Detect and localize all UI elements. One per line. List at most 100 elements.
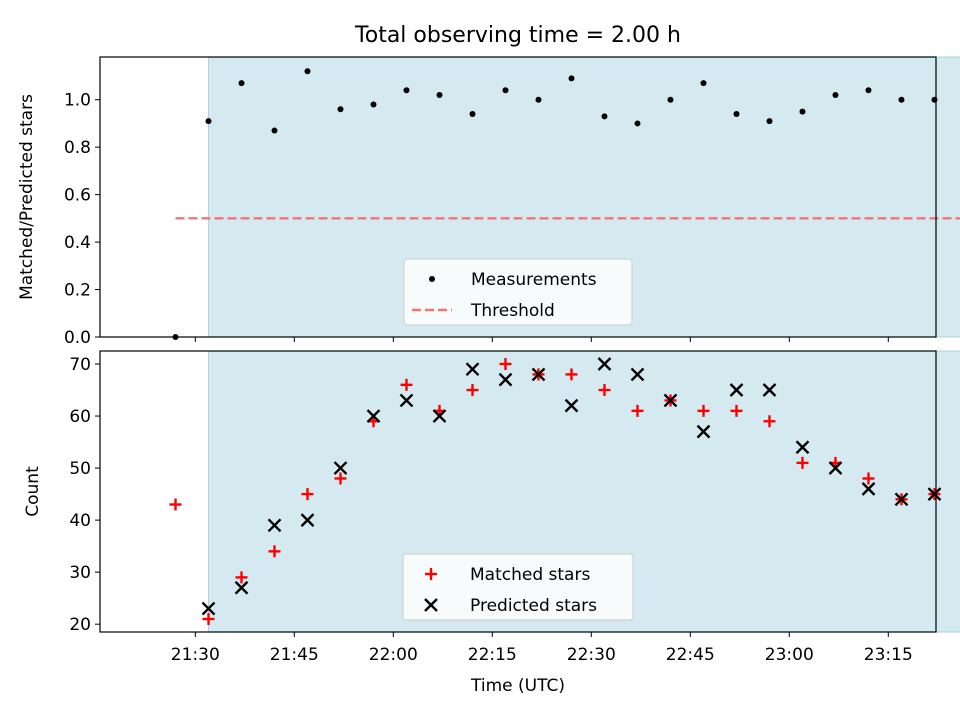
legend-predicted-stars-symbol — [424, 598, 438, 612]
x-tick-label: 22:15 — [468, 645, 517, 665]
matched-stars-point — [169, 498, 182, 511]
predicted-stars-point — [234, 580, 249, 595]
measurements-point — [502, 87, 509, 94]
measurements-point — [799, 108, 806, 115]
predicted-stars-point — [300, 513, 315, 527]
x-tick-label: 22:45 — [666, 645, 715, 665]
measurements-point — [568, 75, 575, 82]
y-tick-label: 1.0 — [64, 91, 91, 111]
y-tick-label: 0.8 — [64, 138, 91, 158]
measurements-point — [865, 87, 872, 94]
count-y-axis-label: Count — [23, 466, 43, 517]
matched-stars-point — [400, 378, 413, 391]
matched-stars-point — [499, 358, 512, 371]
measurements-point — [700, 80, 707, 87]
ratio-panel-frame — [99, 56, 937, 338]
count-panel: 21:30 21:45 22:00 22:15 22:30 22:45 23:00 23:15… — [23, 350, 960, 665]
ratio-panel: 0.0 0.2 0.4 0.6 0.8 1.0 Matched/Predicted sta… — [17, 56, 960, 348]
predicted-stars-point — [531, 367, 546, 382]
predicted-stars-point — [333, 461, 348, 475]
measurements-point — [436, 91, 443, 98]
legend-label: Threshold — [470, 301, 555, 321]
predicted-stars-point — [498, 372, 513, 387]
measurements-point — [634, 120, 641, 127]
measurements-point — [370, 101, 377, 108]
legend-label: Matched stars — [470, 565, 590, 585]
x-tick-label: 23:15 — [864, 645, 913, 665]
matched-stars-point — [202, 612, 215, 625]
ratio-y-axis-label: Matched/Predicted stars — [17, 94, 37, 300]
predicted-stars-point — [432, 409, 447, 423]
matched-stars-point — [730, 404, 743, 417]
predicted-stars-point — [663, 393, 678, 408]
y-tick-label: 20 — [69, 615, 91, 635]
matched-stars-point — [334, 472, 347, 485]
matched-stars-point — [565, 368, 578, 381]
matched-stars-point — [268, 545, 281, 558]
matched-stars-point — [301, 488, 314, 501]
measurements-point — [601, 113, 608, 120]
y-tick-label: 0.4 — [64, 233, 91, 253]
measurements-point — [535, 96, 542, 103]
measurements-point — [403, 87, 410, 94]
predicted-stars-point — [201, 601, 216, 616]
predicted-stars-point — [399, 393, 414, 408]
y-tick-label: 60 — [69, 407, 91, 427]
legend-measurements-symbol — [429, 276, 435, 282]
legend-box — [403, 258, 633, 326]
y-tick-label: 50 — [69, 459, 91, 479]
x-tick-label: 22:00 — [369, 645, 418, 665]
matched-stars-point — [697, 404, 710, 417]
x-tick-label: 21:30 — [171, 645, 220, 665]
predicted-stars-point — [828, 461, 843, 475]
predicted-stars-point — [465, 362, 480, 377]
measurements-point — [733, 110, 740, 117]
predicted-stars-point — [597, 357, 612, 371]
x-axis-label: Time (UTC) — [470, 676, 565, 696]
measurements-point — [205, 118, 212, 125]
legend-matched-stars-symbol — [425, 568, 437, 580]
measurements-point — [766, 118, 773, 125]
predicted-stars-point — [729, 383, 744, 397]
predicted-stars-point — [861, 482, 876, 496]
x-tick-label: 23:00 — [765, 645, 814, 665]
legend-label: Predicted stars — [470, 596, 597, 616]
measurements-point — [337, 106, 344, 113]
x-tick-label: 21:45 — [270, 645, 319, 665]
predicted-stars-point — [267, 518, 282, 533]
figure-title: Total observing time = 2.00 h — [354, 23, 681, 48]
measurements-point — [271, 127, 278, 134]
predicted-stars-point — [762, 383, 777, 397]
y-tick-label: 0.6 — [64, 186, 91, 206]
measurements-point — [832, 91, 839, 98]
matched-stars-point — [862, 472, 875, 485]
measurements-point — [667, 96, 674, 103]
predicted-stars-point — [894, 492, 909, 507]
matched-stars-point — [235, 571, 248, 584]
measurements-point — [238, 80, 245, 87]
predicted-stars-point — [564, 398, 579, 413]
predicted-stars-point — [630, 367, 645, 382]
measurements-point — [304, 68, 311, 75]
count-panel-frame — [99, 350, 937, 633]
matched-stars-point — [796, 456, 809, 469]
matched-stars-point — [631, 404, 644, 417]
predicted-stars-point — [927, 487, 942, 501]
predicted-stars-point — [366, 409, 381, 423]
x-tick-label: 22:30 — [567, 645, 616, 665]
y-tick-label: 0.2 — [64, 281, 91, 301]
legend-label: Measurements — [471, 270, 597, 290]
matched-stars-point — [763, 415, 776, 428]
y-tick-label: 70 — [69, 355, 91, 375]
legend-box — [402, 553, 634, 621]
measurements-point — [898, 96, 905, 103]
y-tick-label: 30 — [69, 563, 91, 583]
predicted-stars-point — [795, 440, 810, 455]
predicted-stars-point — [696, 424, 711, 439]
matched-stars-point — [598, 384, 611, 397]
y-tick-label: 40 — [69, 511, 91, 531]
matched-stars-point — [466, 384, 479, 397]
measurements-point — [469, 110, 476, 117]
y-tick-label: 0.0 — [64, 328, 91, 348]
